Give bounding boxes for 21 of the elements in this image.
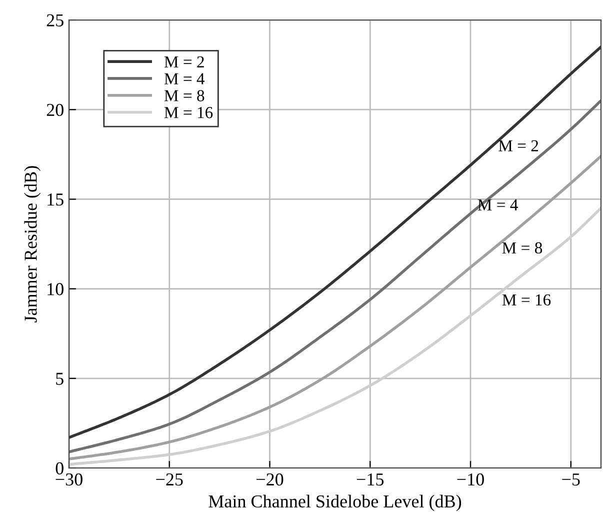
y-tick-label: 20	[46, 104, 64, 116]
annotation: M = 2	[498, 140, 538, 152]
x-axis-title: Main Channel Sidelobe Level (dB)	[208, 494, 462, 512]
y-tick-label: 5	[56, 372, 64, 385]
legend-label: M = 16	[164, 107, 213, 118]
x-tick-label: −5	[562, 474, 580, 486]
y-tick-label: 15	[48, 194, 64, 206]
x-tick-label: −25	[156, 473, 183, 486]
legend-label: M = 8	[164, 90, 204, 102]
annotation: M = 8	[502, 242, 542, 254]
annotation: M = 16	[502, 294, 551, 306]
x-tick-label: −15	[356, 473, 384, 486]
legend-label: M = 2	[164, 56, 204, 68]
legend-label: M = 4	[164, 73, 205, 84]
y-tick-label: 0	[56, 462, 64, 474]
y-tick-label: 25	[46, 14, 64, 26]
y-tick-label: 10	[48, 283, 64, 296]
x-tick-label: −10	[457, 473, 484, 486]
y-axis-title: Jammer Residue (dB)	[24, 166, 41, 322]
x-tick-label: −20	[256, 473, 284, 486]
x-tick-label: −30	[56, 473, 82, 486]
